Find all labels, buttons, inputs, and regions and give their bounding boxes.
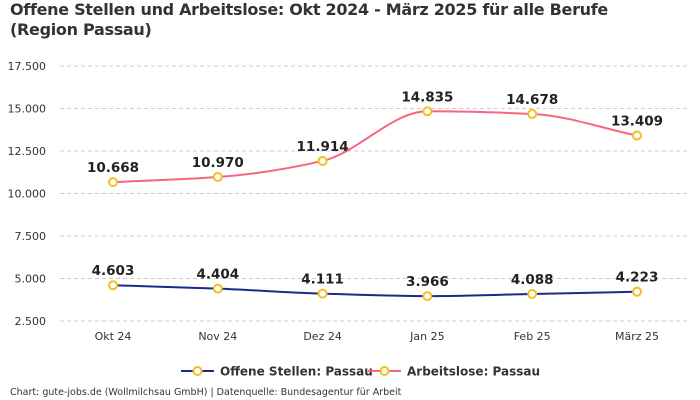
data-point <box>108 280 118 291</box>
data-label: 4.603 <box>92 263 135 279</box>
y-tick-label: 12.500 <box>8 145 47 158</box>
data-label: 11.914 <box>297 139 349 155</box>
data-label: 4.088 <box>511 272 554 288</box>
data-label: 3.966 <box>406 274 449 290</box>
series-line <box>112 284 638 298</box>
y-tick-label: 15.000 <box>8 103 47 116</box>
y-tick-label: 2.500 <box>15 315 47 328</box>
legend-marker <box>379 366 390 376</box>
y-tick-label: 7.500 <box>15 230 47 243</box>
data-point <box>527 108 538 119</box>
data-label: 14.835 <box>401 89 453 105</box>
data-point <box>527 289 538 300</box>
data-point <box>212 172 223 183</box>
data-label: 10.970 <box>192 155 244 171</box>
data-point <box>212 283 223 294</box>
data-point <box>632 286 642 297</box>
data-point <box>422 106 433 117</box>
data-point <box>317 155 328 166</box>
data-point <box>632 130 642 141</box>
y-tick-label: 10.000 <box>8 188 47 201</box>
data-label: 10.668 <box>87 160 139 176</box>
chart-source: Chart: gute-jobs.de (Wollmilchsau GmbH) … <box>10 387 402 398</box>
data-point <box>317 288 328 299</box>
data-label: 4.111 <box>301 272 344 288</box>
y-tick-label: 17.500 <box>8 60 47 73</box>
data-label: 4.223 <box>616 270 659 286</box>
legend-marker <box>192 366 203 376</box>
x-tick-label: Nov 24 <box>198 330 237 343</box>
data-label: 14.678 <box>506 92 558 108</box>
x-tick-label: März 25 <box>615 330 659 343</box>
data-label: 4.404 <box>196 267 239 283</box>
data-point <box>422 291 433 302</box>
y-tick-label: 5.000 <box>15 273 47 286</box>
x-tick-label: Dez 24 <box>303 330 342 343</box>
series-line <box>112 110 638 184</box>
data-label: 13.409 <box>611 114 663 130</box>
legend-label: Arbeitslose: Passau <box>407 365 540 379</box>
x-tick-label: Jan 25 <box>409 330 444 343</box>
x-tick-label: Feb 25 <box>514 330 551 343</box>
legend-label: Offene Stellen: Passau <box>220 365 373 379</box>
x-tick-label: Okt 24 <box>95 330 132 343</box>
chart-title: Offene Stellen und Arbeitslose: Okt 2024… <box>10 0 608 39</box>
data-point <box>108 177 118 188</box>
